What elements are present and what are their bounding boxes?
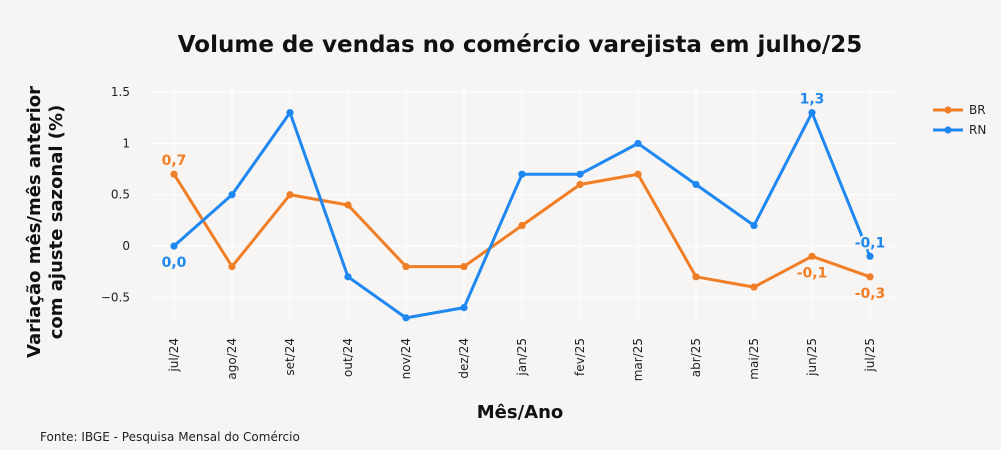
data-labels: 0,7 0,0 1,3 -0,1 -0,1 -0,3: [160, 90, 888, 304]
data-label-rn: 1,3: [800, 92, 825, 108]
x-tick-label: fev/25: [573, 338, 587, 376]
data-label-rn: 0,0: [162, 255, 187, 271]
point-br: [228, 262, 236, 271]
data-label-br: -0,1: [797, 265, 828, 281]
x-tick-label: jul/24: [167, 338, 181, 373]
data-label-br: 0,7: [162, 153, 187, 169]
point-br: [750, 283, 758, 291]
point-br: [866, 273, 874, 281]
y-axis-title-line-2: com ajuste sazonal (%): [46, 105, 67, 340]
x-tick-label: nov/24: [399, 338, 413, 379]
point-br: [576, 180, 584, 189]
point-rn: [576, 170, 584, 178]
point-br: [344, 201, 352, 209]
y-axis-ticks: −0.5 0 0.5 1 1.5: [101, 85, 130, 304]
point-rn: [750, 221, 758, 230]
point-rn: [634, 139, 642, 148]
point-br: [518, 221, 526, 230]
y-axis-title: Variação mês/mês anterior com ajuste saz…: [24, 86, 67, 358]
point-rn: [866, 252, 874, 260]
x-tick-label: dez/24: [457, 338, 471, 379]
x-tick-label: mar/25: [631, 338, 645, 381]
source-note: Fonte: IBGE - Pesquisa Mensal do Comérci…: [40, 430, 300, 444]
legend: BR RN: [933, 103, 986, 137]
point-rn: [518, 170, 526, 178]
series-lines: [170, 109, 874, 322]
x-tick-label: jan/25: [515, 338, 529, 377]
point-rn: [692, 180, 700, 189]
gridlines: [148, 87, 895, 323]
data-label-rn: -0,1: [855, 235, 886, 251]
y-tick-label: 1: [122, 136, 130, 150]
x-tick-label: jul/25: [863, 338, 877, 373]
legend-label-br: BR: [969, 103, 986, 117]
y-tick-label: 0: [122, 239, 130, 253]
legend-marker-br: [944, 106, 952, 114]
x-tick-label: mai/25: [747, 338, 761, 380]
point-br: [402, 262, 410, 271]
y-tick-label: 1.5: [111, 85, 130, 99]
point-rn: [228, 191, 236, 199]
point-br: [692, 273, 700, 281]
x-tick-label: abr/25: [689, 338, 703, 377]
legend-label-rn: RN: [969, 123, 986, 137]
x-tick-label: set/24: [283, 338, 297, 376]
chart-title: Volume de vendas no comércio varejista e…: [178, 32, 862, 58]
y-tick-label: −0.5: [101, 290, 130, 304]
point-rn: [402, 314, 410, 322]
point-rn: [460, 304, 468, 312]
x-axis-ticks: jul/24 ago/24 set/24 out/24 nov/24 dez/24 jan/…: [167, 338, 877, 381]
legend-marker-rn: [944, 126, 952, 134]
data-label-br: -0,3: [855, 286, 886, 302]
point-br: [808, 252, 816, 260]
point-br: [460, 262, 468, 271]
y-tick-label: 0.5: [111, 188, 130, 202]
point-rn: [808, 109, 816, 117]
point-br: [286, 191, 294, 199]
x-tick-label: out/24: [341, 338, 355, 377]
point-br: [170, 170, 178, 178]
x-axis-title: Mês/Ano: [477, 402, 564, 423]
point-rn: [286, 109, 294, 117]
x-tick-label: jun/25: [805, 338, 819, 377]
point-rn: [344, 273, 352, 281]
x-tick-label: ago/24: [225, 338, 239, 380]
point-br: [634, 170, 642, 178]
y-axis-title-line-1: Variação mês/mês anterior: [24, 86, 45, 358]
point-rn: [170, 242, 178, 250]
